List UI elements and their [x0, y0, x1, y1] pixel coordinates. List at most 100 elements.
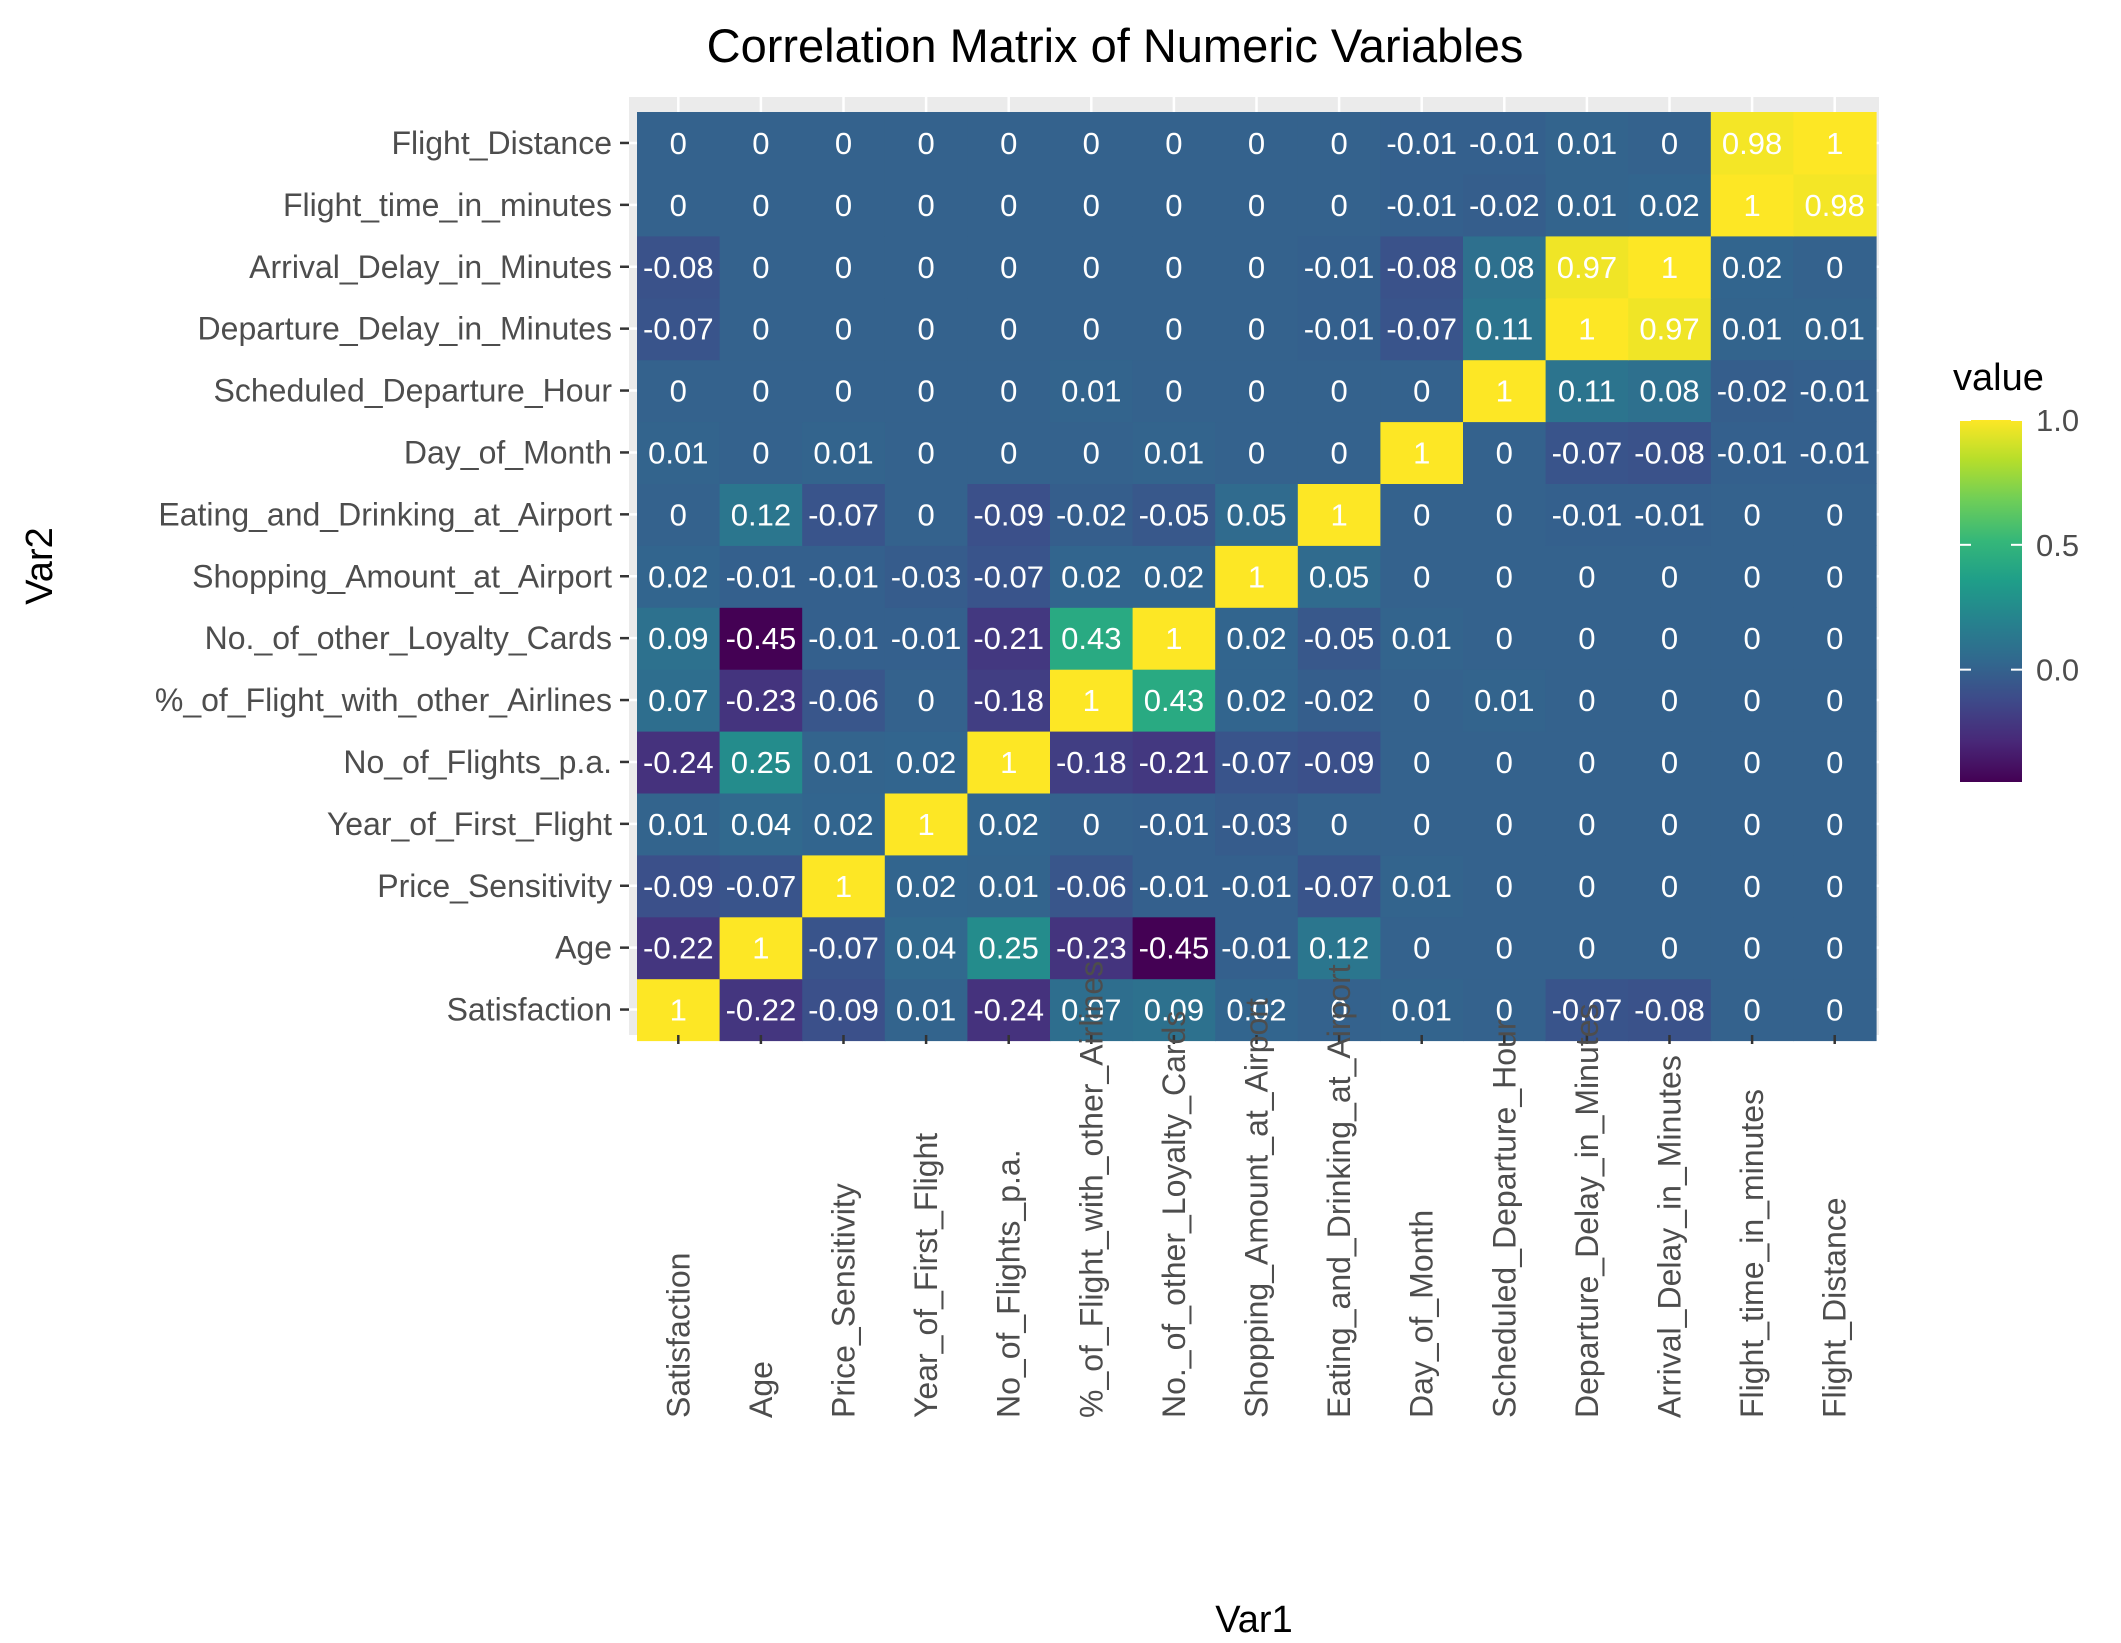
cell-value-label: 0 [1413, 497, 1430, 532]
x-tick-label: Price_Sensitivity [826, 1183, 862, 1418]
cell-value-label: -0.02 [1469, 188, 1540, 223]
heatmap-cell [1628, 421, 1712, 484]
cell-value-label: 0 [1826, 869, 1843, 904]
heatmap-cell [1132, 545, 1216, 608]
cell-value-label: -0.09 [973, 497, 1044, 532]
heatmap-cell [1463, 421, 1547, 484]
heatmap-cell [802, 545, 886, 608]
cell-value-label: 0 [1826, 807, 1843, 842]
cell-value-label: 0 [1826, 559, 1843, 594]
cell-value-label: 0.01 [648, 807, 708, 842]
legend: value 0.0 0.5 1.0 [1953, 357, 2079, 782]
heatmap-cell [967, 792, 1051, 856]
cell-value-label: 1 [1165, 621, 1182, 656]
heatmap-cell [1132, 235, 1216, 299]
cell-value-label: 0.01 [813, 435, 873, 470]
heatmap-cell [1215, 854, 1299, 918]
cell-value-label: -0.01 [891, 621, 962, 656]
cell-value-label: 0 [1330, 374, 1347, 409]
heatmap-cell [802, 792, 886, 856]
heatmap-cell [1545, 421, 1629, 484]
cell-value-label: 0 [1413, 559, 1430, 594]
heatmap-cell [719, 792, 803, 856]
heatmap-cell [1545, 607, 1629, 670]
cell-value-label: 0.05 [1226, 497, 1286, 532]
cell-value-label: -0.23 [726, 683, 797, 718]
cell-value-label: 0 [1661, 745, 1678, 780]
cell-value-label: 0 [1826, 683, 1843, 718]
cell-value-label: -0.45 [726, 621, 797, 656]
heatmap-cell [967, 359, 1051, 423]
cell-value-label: -0.07 [808, 931, 879, 966]
heatmap-cell [1545, 854, 1629, 918]
cell-value-label: 0 [1661, 683, 1678, 718]
heatmap-cell [1380, 792, 1464, 856]
heatmap-cell [1215, 173, 1299, 237]
cell-labels: 1 -0.22 -0.09 0.01 -0.24 0.07 0.09 0.02 0 0.01 0 -0… [643, 126, 1870, 1028]
y-tick-label: Flight_time_in_minutes [283, 187, 612, 223]
cell-value-label: 0.01 [1392, 993, 1452, 1028]
heatmap-cell [1380, 359, 1464, 423]
heatmap-cell [719, 359, 803, 423]
cell-value-label: 0.01 [1557, 126, 1617, 161]
cell-value-label: 0.97 [1639, 312, 1699, 347]
cell-value-label: 0 [1330, 188, 1347, 223]
heatmap-cell [1297, 483, 1381, 546]
heatmap-cell [1050, 607, 1134, 670]
heatmap-cell [802, 731, 886, 794]
heatmap-cell [1710, 854, 1794, 918]
heatmap-cell [1380, 297, 1464, 361]
legend-tick-label: 0.5 [2036, 528, 2079, 563]
x-tick-label: Departure_Delay_in_Minutes [1569, 1004, 1605, 1418]
heatmap-cell [719, 483, 803, 546]
cell-value-label: 0.25 [979, 931, 1039, 966]
heatmap-cell [1628, 978, 1712, 1042]
heatmap-cell [637, 359, 721, 423]
heatmap-cell [1793, 173, 1877, 237]
heatmap-cell [1628, 483, 1712, 546]
heatmap-cell [637, 792, 721, 856]
cell-value-label: 0 [1000, 250, 1017, 285]
heatmap-cell [1628, 545, 1712, 608]
chart-title: Correlation Matrix of Numeric Variables [707, 19, 1524, 72]
heatmap-cell [1463, 235, 1547, 299]
heatmap-cell [1710, 421, 1794, 484]
cell-value-label: 0.11 [1558, 374, 1616, 409]
x-tick-label: Age [743, 1361, 779, 1418]
heatmap-cell [1710, 792, 1794, 856]
cell-value-label: 0 [835, 250, 852, 285]
y-axis: Satisfaction Age Price_Sensitivity Year_of_… [155, 125, 629, 1028]
heatmap-cell [1793, 421, 1877, 484]
heatmap-cell [719, 607, 803, 670]
cell-value-label: 1 [1000, 745, 1017, 780]
cell-value-label: -0.01 [1469, 126, 1540, 161]
heatmap-cell [1380, 235, 1464, 299]
cell-value-label: 0.01 [1805, 312, 1865, 347]
cell-value-label: 0.01 [979, 869, 1039, 904]
cell-value-label: -0.07 [973, 559, 1044, 594]
heatmap-cell [719, 854, 803, 918]
cell-value-label: -0.01 [808, 559, 879, 594]
cell-value-label: 0.43 [1061, 621, 1121, 656]
y-tick-label: Shopping_Amount_at_Airport [192, 558, 612, 594]
y-tick-label: Eating_and_Drinking_at_Airport [158, 496, 612, 532]
heatmap-cell [1380, 483, 1464, 546]
cell-value-label: 0 [835, 188, 852, 223]
heatmap-cell [884, 421, 968, 484]
heatmap-cell [1050, 421, 1134, 484]
heatmap-cell [1628, 854, 1712, 918]
heatmap-cell [1793, 854, 1877, 918]
heatmap-cell [1710, 669, 1794, 732]
cell-value-label: 0.08 [1474, 250, 1534, 285]
cell-value-label: 0 [1578, 869, 1595, 904]
heatmap-cell [1297, 359, 1381, 423]
cell-value-label: -0.01 [1386, 188, 1457, 223]
heatmap-cell [1628, 297, 1712, 361]
y-tick-label: Scheduled_Departure_Hour [214, 373, 613, 409]
cell-value-label: 0 [1743, 807, 1760, 842]
cell-value-label: 0 [1165, 126, 1182, 161]
heatmap-cell [1463, 173, 1547, 237]
cell-value-label: 0 [1496, 807, 1513, 842]
heatmap-cell [1463, 669, 1547, 732]
